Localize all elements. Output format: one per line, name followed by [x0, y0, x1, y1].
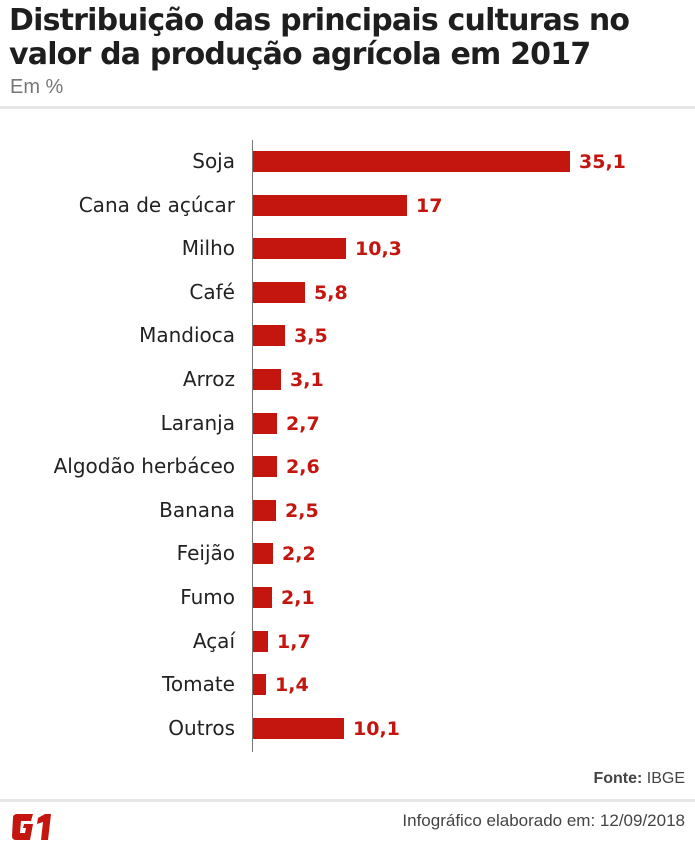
category-label: Arroz — [182, 367, 235, 391]
category-label: Feijão — [176, 541, 235, 566]
bar — [253, 499, 276, 521]
bar-row: Tomate 1,4 — [0, 672, 695, 697]
bar-row: Banana 2,5 — [0, 497, 695, 522]
category-label: Mandioca — [139, 323, 235, 348]
bar — [253, 717, 344, 739]
bar — [253, 151, 570, 172]
bar-row: Laranja 2,7 — [0, 410, 695, 435]
bar — [253, 238, 346, 260]
value-label: 3,5 — [294, 325, 328, 348]
footer-divider — [0, 799, 695, 802]
value-label: 1,4 — [275, 674, 309, 697]
value-label: 5,8 — [314, 281, 348, 304]
bar — [253, 543, 273, 565]
category-label: Laranja — [160, 410, 235, 435]
bar-row: Café 5,8 — [0, 279, 695, 304]
bar-row: Mandioca 3,5 — [0, 323, 695, 348]
bar-row: Açaí 1,7 — [0, 628, 695, 653]
bar-row: Arroz 3,1 — [0, 367, 695, 391]
category-label: Açaí — [192, 628, 235, 653]
value-label: 35,1 — [579, 151, 626, 173]
bar — [253, 630, 268, 652]
chart-title: Distribuição das principais culturas no … — [9, 3, 630, 72]
category-label: Café — [189, 279, 235, 304]
bar — [253, 587, 272, 608]
bar-row: Algodão herbáceo 2,6 — [0, 454, 695, 479]
value-label: 3,1 — [290, 369, 324, 391]
bar-row: Feijão 2,2 — [0, 541, 695, 566]
value-label: 2,6 — [286, 456, 320, 479]
bar — [253, 456, 277, 478]
bar — [253, 674, 266, 696]
bar — [253, 412, 277, 434]
bar — [253, 194, 407, 216]
value-label: 10,3 — [355, 238, 402, 261]
value-label: 1,7 — [277, 630, 311, 653]
value-label: 2,1 — [281, 587, 315, 609]
source-note: Fonte: IBGE — [593, 770, 685, 788]
bar — [253, 325, 285, 347]
category-label: Tomate — [162, 672, 235, 697]
bar-row: Cana de açúcar 17 — [0, 192, 695, 217]
value-label: 17 — [416, 194, 443, 217]
category-label: Banana — [159, 497, 235, 522]
bar-row: Milho 10,3 — [0, 236, 695, 261]
category-label: Fumo — [180, 585, 235, 609]
value-label: 2,5 — [285, 499, 319, 522]
bar — [253, 281, 305, 303]
bar — [253, 369, 281, 390]
category-label: Cana de açúcar — [78, 192, 235, 217]
bar-row: Outros 10,1 — [0, 715, 695, 740]
category-label: Algodão herbáceo — [53, 454, 235, 479]
category-label: Milho — [181, 236, 235, 261]
bar-row: Soja 35,1 — [0, 149, 695, 173]
source-value: IBGE — [642, 770, 685, 787]
credit-note: Infográfico elaborado em: 12/09/2018 — [402, 811, 685, 830]
value-label: 2,2 — [282, 543, 316, 566]
header-divider — [0, 106, 695, 109]
value-label: 10,1 — [353, 717, 400, 740]
category-label: Outros — [168, 715, 235, 740]
value-label: 2,7 — [286, 412, 320, 435]
source-label: Fonte: — [593, 770, 643, 787]
g1-logo-icon — [12, 814, 51, 840]
chart-subtitle: Em % — [10, 76, 64, 98]
category-label: Soja — [192, 149, 235, 173]
bar-row: Fumo 2,1 — [0, 585, 695, 609]
y-axis-line — [252, 140, 253, 752]
